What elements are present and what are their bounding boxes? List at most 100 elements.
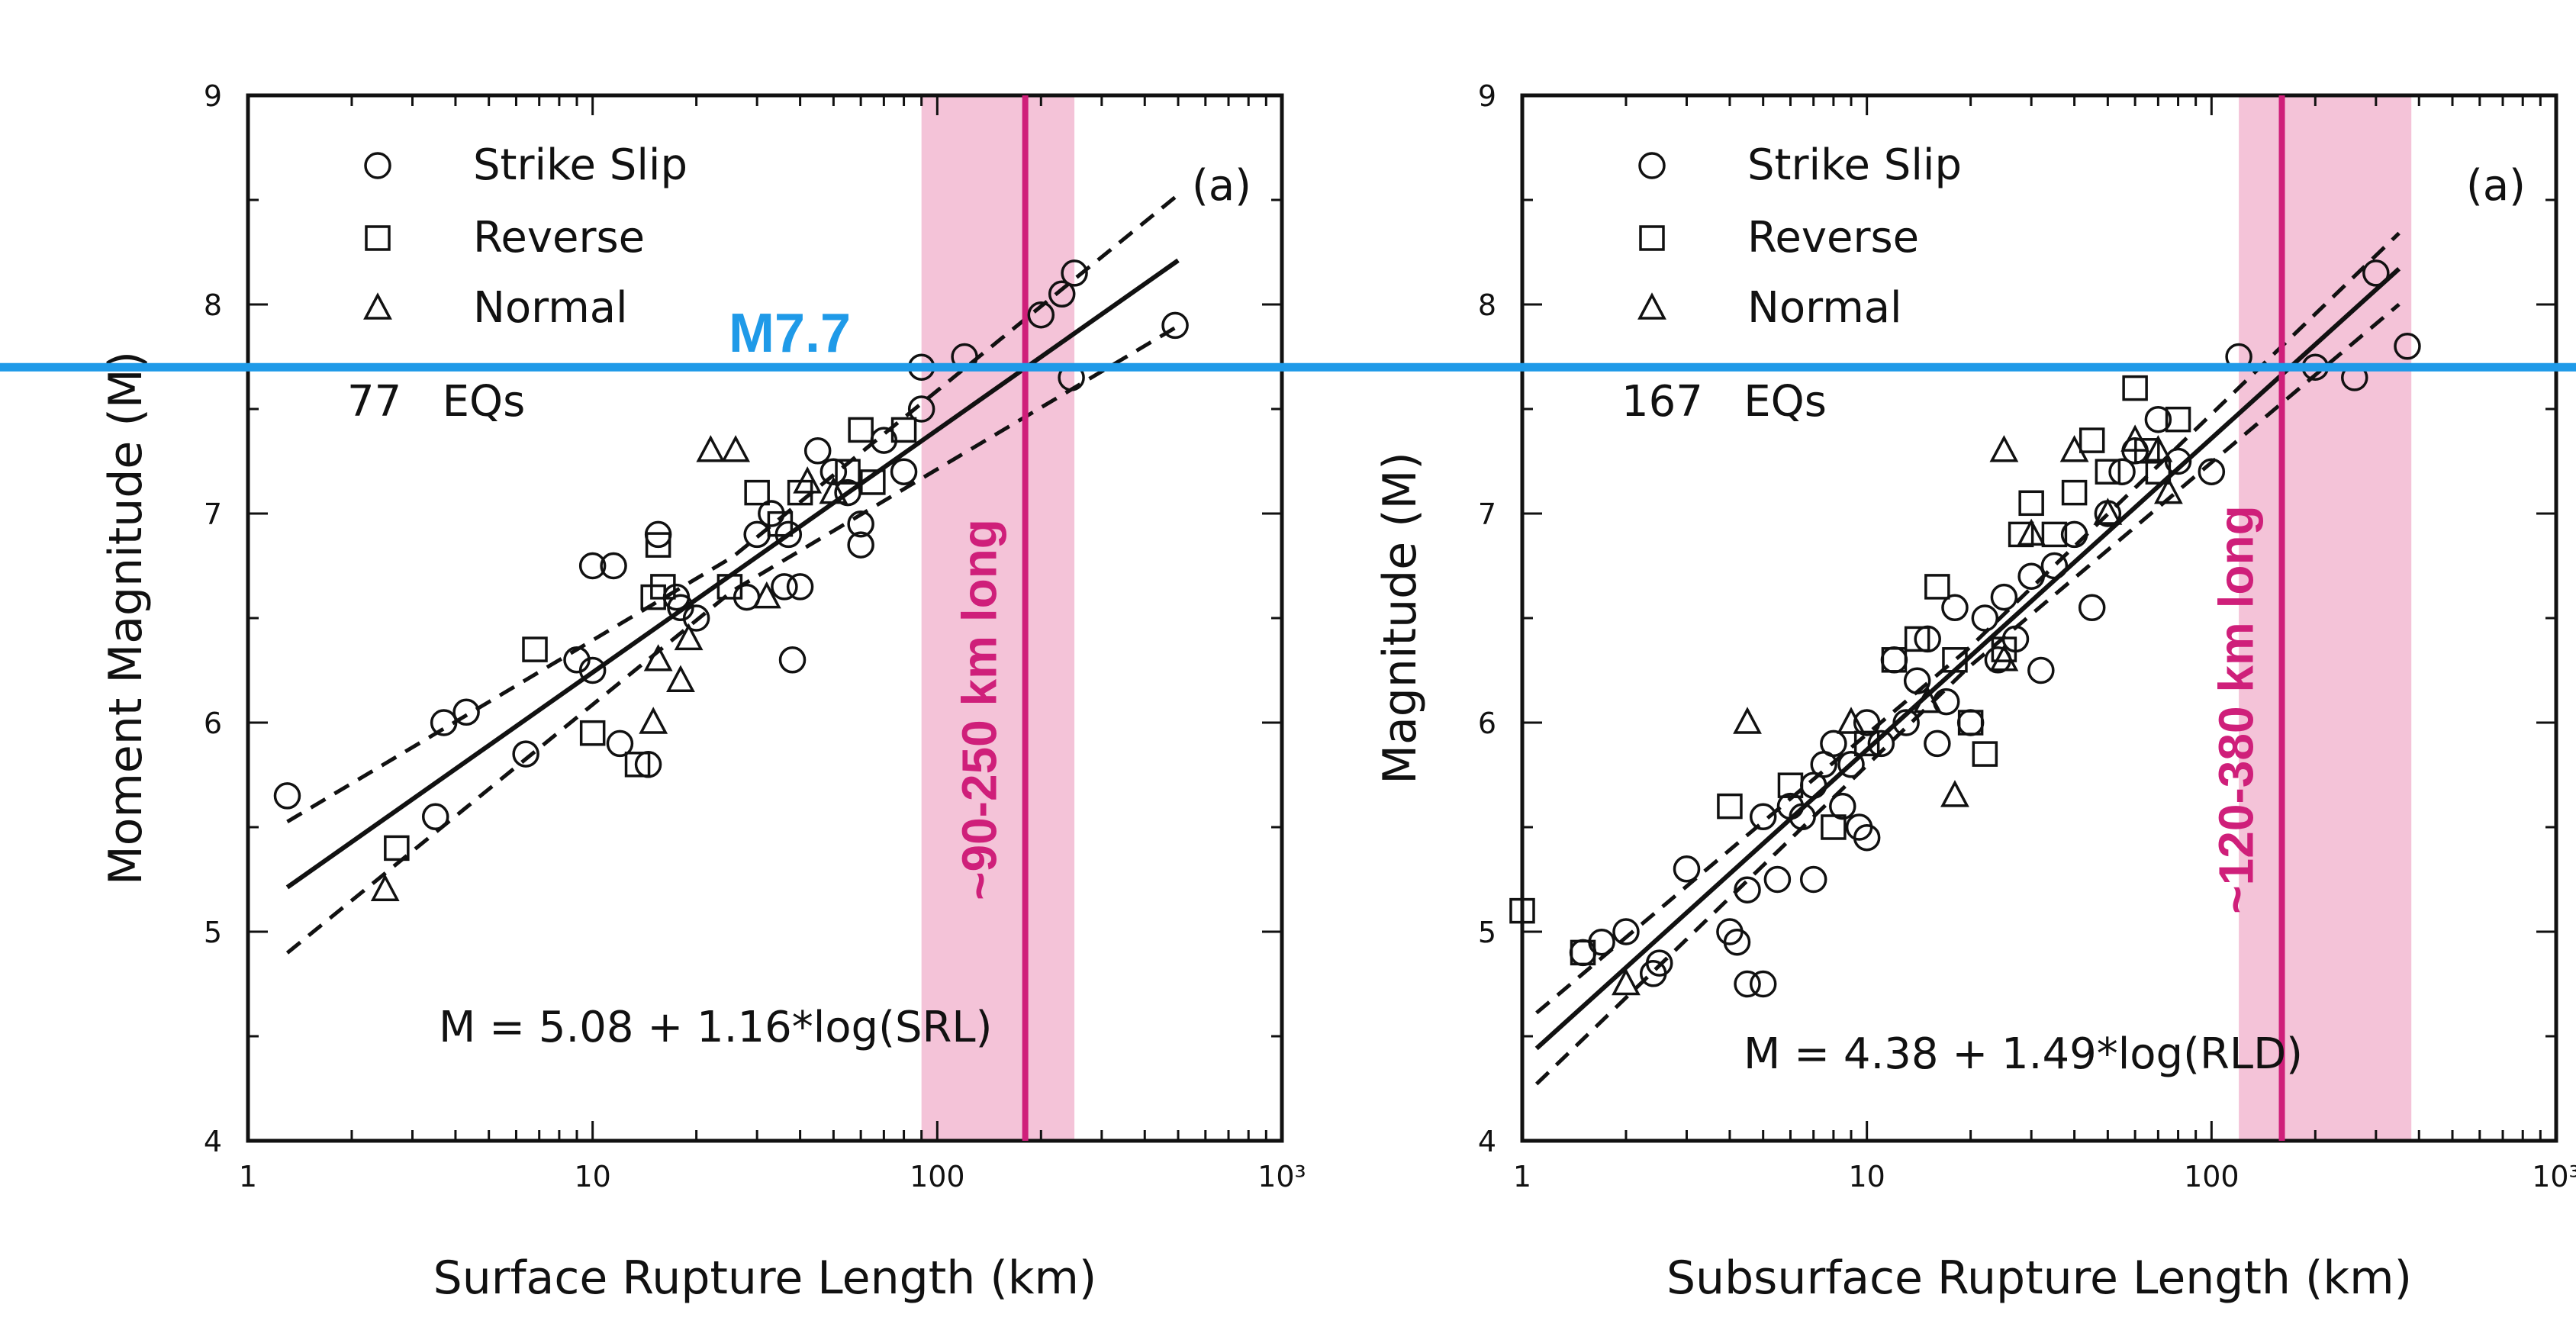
data-point-circle xyxy=(1749,970,1777,998)
data-point-circle xyxy=(778,646,807,674)
data-point-circle xyxy=(1569,939,1597,967)
data-point-circle xyxy=(1799,865,1827,894)
y-tick-label: 5 xyxy=(1478,916,1496,949)
x-tick-label: 1 xyxy=(239,1160,257,1193)
data-point-circle xyxy=(786,573,814,601)
data-point-circle xyxy=(578,656,607,684)
data-point-square xyxy=(2061,479,2088,506)
data-point-square xyxy=(767,510,794,537)
data-point-circle xyxy=(1789,803,1816,831)
data-point-square xyxy=(624,752,651,778)
data-point-circle xyxy=(834,478,861,507)
data-point-square xyxy=(1972,741,1998,767)
data-point-square xyxy=(522,636,548,662)
data-point-circle xyxy=(2040,552,2069,580)
data-point-circle xyxy=(847,510,874,538)
data-point-circle xyxy=(430,709,458,736)
data-point-circle xyxy=(2144,405,2172,433)
legend-label: Normal xyxy=(1747,283,1902,333)
y-axis-label: Magnitude (M) xyxy=(1373,452,1427,784)
legend-marker-circle xyxy=(364,152,391,179)
data-point-circle xyxy=(578,552,607,580)
y-tick-label: 8 xyxy=(204,288,222,322)
data-point-circle xyxy=(1853,709,1881,736)
data-point-triangle xyxy=(639,707,668,734)
confidence-bound xyxy=(1534,302,2401,1086)
data-point-circle xyxy=(1048,280,1076,308)
highlight-band xyxy=(921,95,1075,1141)
data-point-square xyxy=(1881,647,1908,673)
data-point-square xyxy=(1942,647,1968,673)
data-point-triangle xyxy=(793,466,823,494)
data-point-triangle xyxy=(2120,424,2150,452)
y-tick-label: 6 xyxy=(204,707,222,740)
data-point-circle xyxy=(1749,803,1777,831)
eq-count-label: 77 EQs xyxy=(347,377,525,427)
data-point-circle xyxy=(803,437,832,465)
data-point-circle xyxy=(907,395,935,423)
data-point-square xyxy=(2041,521,2068,548)
legend-label: Reverse xyxy=(1747,213,1919,262)
data-point-square xyxy=(1924,574,1950,600)
data-point-square xyxy=(1717,793,1743,820)
y-tick-label: 8 xyxy=(1478,288,1496,322)
data-point-triangle xyxy=(721,435,751,462)
chart-panel-subsurface: 1 10 100 10³ 4 5 6 7 8 9 Subsurface Rupture Length… xyxy=(1373,79,2576,1305)
y-tick-label: 4 xyxy=(1478,1125,1496,1158)
data-point-triangle xyxy=(1733,707,1762,734)
data-point-triangle xyxy=(819,476,848,504)
data-point-circle xyxy=(1161,311,1189,340)
data-point-circle xyxy=(2362,259,2390,287)
length-range-label: ~120-380 km long xyxy=(2209,505,2264,913)
data-point-circle xyxy=(1645,949,1673,977)
data-point-circle xyxy=(1903,667,1931,694)
x-tick-label: 10³ xyxy=(2532,1160,2576,1193)
panel-label: (a) xyxy=(1192,161,1251,211)
data-point-circle xyxy=(2060,520,2088,549)
data-point-square xyxy=(835,459,861,485)
chart-panel-surface: 1 10 100 10³ 4 5 6 7 8 9 Surface Rupture Length (k… xyxy=(99,79,1306,1305)
data-point-square xyxy=(2018,490,2044,517)
x-tick-label: 100 xyxy=(2184,1160,2240,1193)
data-point-square xyxy=(716,574,743,600)
legend-label: Normal xyxy=(473,283,628,333)
panel-label: (a) xyxy=(2466,161,2526,211)
data-point-triangle xyxy=(2093,498,2123,525)
data-point-circle xyxy=(1990,583,2018,611)
x-tick-label: 10³ xyxy=(1257,1160,1306,1193)
legend-marker-square xyxy=(1639,225,1665,251)
confidence-bound xyxy=(1535,231,2401,1015)
y-tick-label: 7 xyxy=(1478,498,1496,531)
data-point-circle xyxy=(1829,792,1856,820)
data-point-circle xyxy=(2094,500,2122,527)
data-point-square xyxy=(1904,626,1930,652)
data-point-circle xyxy=(512,740,539,768)
legend-marker-triangle xyxy=(363,292,392,320)
y-tick-label: 5 xyxy=(204,916,222,949)
data-point-triangle xyxy=(666,665,695,692)
x-tick-label: 10 xyxy=(574,1160,610,1193)
data-point-circle xyxy=(1061,259,1088,287)
data-point-circle xyxy=(2198,458,2226,485)
data-point-square xyxy=(1821,814,1847,840)
y-tick-label: 6 xyxy=(1478,707,1496,740)
x-tick-label: 100 xyxy=(910,1160,965,1193)
x-axis-label: Subsurface Rupture Length (km) xyxy=(1666,1251,2412,1305)
data-point-square xyxy=(1777,772,1804,798)
data-point-triangle xyxy=(370,874,400,901)
data-point-square xyxy=(890,417,917,443)
y-tick-label: 9 xyxy=(204,79,222,113)
data-point-triangle xyxy=(752,581,781,609)
x-tick-label: 1 xyxy=(1513,1160,1531,1193)
data-point-triangle xyxy=(1989,644,2019,672)
data-point-circle xyxy=(1924,729,1951,758)
data-point-triangle xyxy=(643,644,673,672)
confidence-bound xyxy=(285,324,1180,955)
data-point-circle xyxy=(743,520,771,549)
regression-line xyxy=(1534,267,2401,1051)
data-point-circle xyxy=(2108,458,2136,485)
data-point-circle xyxy=(682,604,710,632)
data-point-circle xyxy=(1892,709,1920,736)
legend-label: Reverse xyxy=(473,213,645,262)
